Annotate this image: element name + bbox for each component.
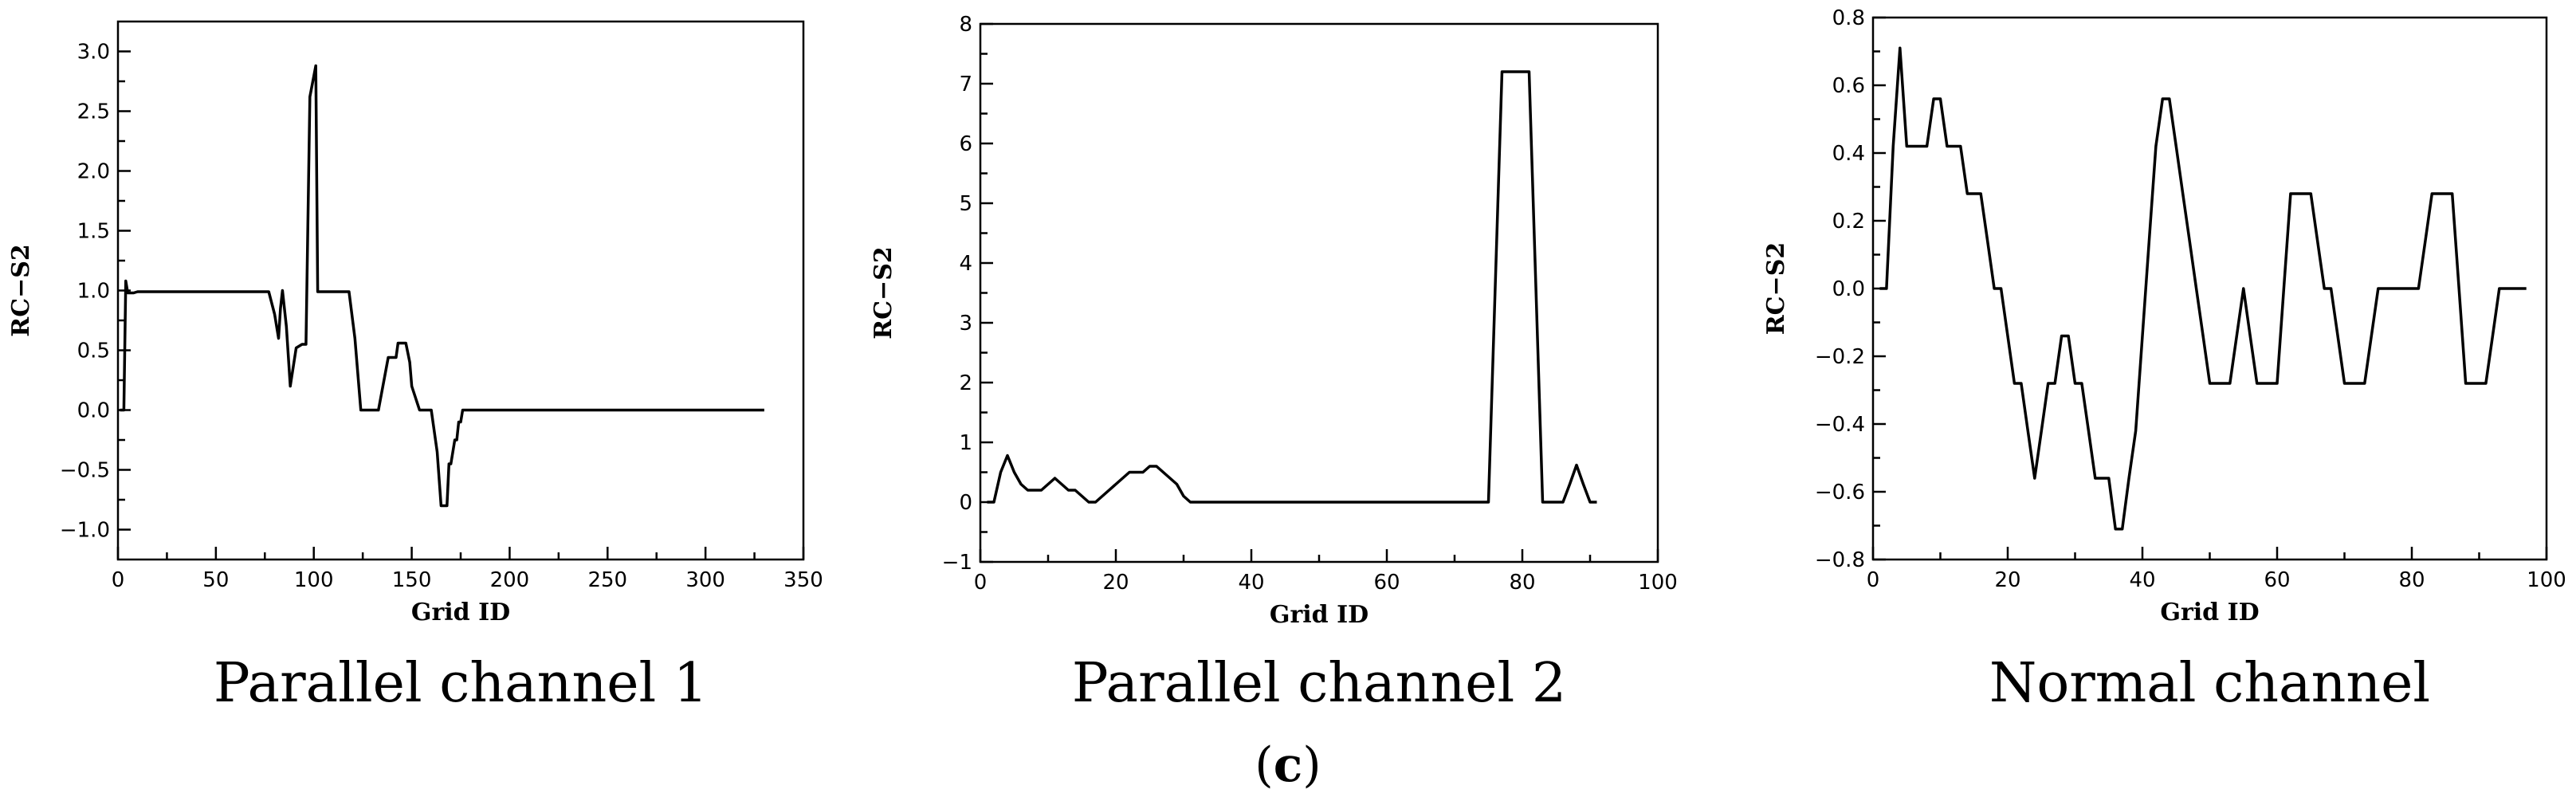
y-tick-label: 0.4: [1832, 142, 1865, 166]
y-axis-title: RC−S2: [1762, 242, 1790, 335]
y-tick-label: 2.5: [77, 100, 110, 124]
x-tick-label: 300: [685, 568, 725, 592]
x-axis-title: Grid ID: [2160, 599, 2259, 626]
x-tick-label: 0: [1867, 568, 1880, 592]
y-tick-label: 0.0: [77, 399, 110, 423]
x-tick-label: 100: [294, 568, 334, 592]
x-tick-label: 80: [1509, 571, 1535, 595]
x-tick-label: 0: [974, 571, 988, 595]
y-tick-label: −0.4: [1815, 413, 1865, 437]
x-tick-label: 40: [1238, 571, 1264, 595]
y-tick-label: 1.0: [77, 280, 110, 304]
panel-normal-channel: 0 20 40 60 80 100 −0.8 −0.6 −0.4 −0.2 0.0 0.2 0.4 0.6…: [1762, 6, 2566, 715]
x-tick-label: 100: [1638, 571, 1678, 595]
y-tick-label: −0.2: [1815, 345, 1865, 369]
y-tick-label: 2.0: [77, 160, 110, 184]
y-tick-label: 2: [959, 371, 972, 395]
panel-caption: Parallel channel 2: [1072, 652, 1566, 715]
y-tick-label: 0.0: [1832, 277, 1865, 301]
y-tick-label: 1.5: [77, 220, 110, 244]
y-tick-label: −0.6: [1815, 481, 1865, 505]
panel-caption: Parallel channel 1: [214, 652, 708, 715]
x-tick-label: 60: [1373, 571, 1400, 595]
x-tick-label: 40: [2129, 568, 2155, 592]
y-tick-label: 8: [959, 13, 972, 37]
y-tick-label: 0.2: [1832, 210, 1865, 234]
x-tick-label: 100: [2527, 568, 2566, 592]
figure-label: (c): [1255, 737, 1321, 793]
x-tick-label: 0: [112, 568, 125, 592]
y-axis-title: RC−S2: [7, 244, 35, 336]
x-tick-label: 20: [1102, 571, 1129, 595]
x-tick-label: 200: [490, 568, 530, 592]
y-tick-label: 0.5: [77, 340, 110, 363]
tick-group: 0 20 40 60 80 100 −0.8 −0.6 −0.4 −0.2 0.0 0.2 0.4 0.6…: [1815, 6, 2566, 592]
panel-parallel-channel-1: 0 50 100 150 200 250 300 350 −1.0 −0.5 0.0 0.5 1.0 1.…: [7, 20, 823, 715]
panel-caption: Normal channel: [1989, 652, 2430, 715]
x-tick-label: 350: [783, 568, 823, 592]
x-tick-label: 20: [1994, 568, 2020, 592]
plot-frame: [1871, 16, 2548, 561]
y-tick-label: −0.5: [60, 459, 110, 483]
y-tick-label: 4: [959, 252, 972, 276]
x-axis-title: Grid ID: [411, 599, 510, 626]
plot-frame: [979, 22, 1659, 564]
y-tick-label: 6: [959, 132, 972, 156]
y-tick-label: 0.8: [1832, 6, 1865, 30]
series-line: [120, 64, 764, 508]
series-line: [1879, 46, 2527, 531]
x-tick-label: 150: [392, 568, 432, 592]
y-tick-label: 5: [959, 192, 972, 216]
y-tick-label: 3: [959, 312, 972, 336]
x-tick-label: 250: [587, 568, 627, 592]
x-tick-label: 80: [2398, 568, 2425, 592]
series-line: [987, 70, 1597, 504]
y-tick-label: −1.0: [60, 519, 110, 543]
x-tick-label: 60: [2264, 568, 2290, 592]
y-tick-label: −1: [942, 551, 972, 575]
figure-label-open: (: [1255, 737, 1273, 793]
figure-label-letter: c: [1274, 737, 1303, 793]
y-axis-title: RC−S2: [870, 246, 897, 339]
y-tick-label: 7: [959, 73, 972, 96]
y-tick-label: 0: [959, 491, 972, 515]
y-tick-label: 1: [959, 431, 972, 455]
tick-group: 0 50 100 150 200 250 300 350 −1.0 −0.5 0.0 0.5 1.0 1.…: [60, 41, 823, 593]
x-axis-title: Grid ID: [1270, 601, 1368, 629]
x-tick-label: 50: [202, 568, 229, 592]
y-tick-label: 0.6: [1832, 74, 1865, 98]
y-tick-label: 3.0: [77, 41, 110, 65]
figure-label-close: ): [1302, 737, 1321, 793]
y-tick-label: −0.8: [1815, 548, 1865, 572]
